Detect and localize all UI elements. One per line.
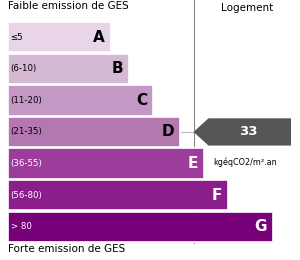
Text: (6-10): (6-10): [11, 64, 37, 73]
Text: ≤5: ≤5: [11, 33, 23, 42]
Text: > 80: > 80: [11, 222, 32, 231]
Text: Faible emission de GES: Faible emission de GES: [8, 1, 128, 11]
Text: Forte emission de GES: Forte emission de GES: [8, 244, 125, 254]
Text: E: E: [188, 156, 198, 171]
Text: A: A: [93, 30, 105, 45]
Text: (11-20): (11-20): [11, 96, 42, 105]
Text: D: D: [161, 125, 174, 139]
Polygon shape: [194, 118, 291, 146]
Text: C: C: [136, 93, 147, 108]
FancyBboxPatch shape: [8, 148, 204, 179]
Text: (21-35): (21-35): [11, 127, 42, 136]
Text: Logement: Logement: [220, 3, 273, 12]
FancyBboxPatch shape: [8, 117, 180, 147]
Text: B: B: [111, 61, 123, 76]
Text: G: G: [254, 219, 267, 234]
FancyBboxPatch shape: [8, 180, 228, 210]
FancyBboxPatch shape: [8, 212, 273, 242]
Text: (56-80): (56-80): [11, 191, 42, 200]
Text: (36-55): (36-55): [11, 159, 42, 168]
FancyBboxPatch shape: [8, 22, 111, 52]
FancyBboxPatch shape: [8, 54, 129, 84]
Text: kgéqCO2/m².an: kgéqCO2/m².an: [213, 157, 277, 167]
FancyBboxPatch shape: [8, 85, 153, 115]
Text: 33: 33: [239, 125, 257, 138]
Text: F: F: [212, 188, 222, 203]
